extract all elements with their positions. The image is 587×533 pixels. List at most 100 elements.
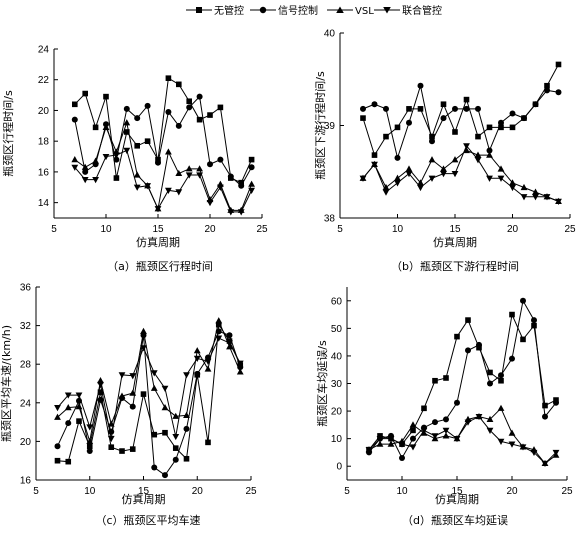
data-point-triangle-down xyxy=(520,194,528,201)
data-point-square xyxy=(465,317,471,323)
panel-caption: （a）瓶颈区行程时间 xyxy=(107,259,213,273)
data-point-square xyxy=(238,179,244,186)
data-point-circle xyxy=(432,419,438,426)
data-point-triangle-down xyxy=(382,189,390,196)
series-circle xyxy=(366,297,559,461)
data-point-circle xyxy=(82,168,89,175)
data-point-circle xyxy=(172,456,179,463)
y-tick-label: 20 xyxy=(20,437,32,448)
data-point-triangle-down xyxy=(193,355,201,363)
data-point-triangle-up xyxy=(185,165,193,172)
y-tick-label: 22 xyxy=(38,75,50,86)
data-point-square xyxy=(207,112,213,118)
data-point-triangle-down xyxy=(463,143,470,150)
data-point-triangle-up xyxy=(497,404,505,411)
data-point-circle xyxy=(134,115,141,122)
data-point-triangle-up xyxy=(387,440,395,447)
data-point-circle xyxy=(487,380,493,387)
series-line xyxy=(57,319,241,442)
legend-item-joint-control: 联合管控 xyxy=(374,4,442,17)
data-point-triangle-down xyxy=(474,157,482,164)
data-point-triangle-down xyxy=(248,187,255,194)
data-point-triangle-down xyxy=(509,184,516,192)
data-point-triangle-up xyxy=(129,389,137,396)
data-point-square xyxy=(113,175,120,181)
data-point-circle xyxy=(54,443,61,450)
data-point-triangle-down xyxy=(64,392,72,399)
data-point-triangle-up xyxy=(165,148,172,155)
data-point-circle xyxy=(186,104,193,111)
data-point-square xyxy=(487,369,493,376)
data-point-triangle-down xyxy=(519,444,527,451)
data-point-triangle-up xyxy=(532,188,539,195)
data-point-triangle-up xyxy=(486,151,493,158)
data-point-triangle-down xyxy=(183,372,190,379)
data-point-square xyxy=(531,322,537,329)
data-point-circle xyxy=(410,435,416,442)
series-triangle-down xyxy=(71,147,255,216)
data-point-triangle-up xyxy=(196,165,203,172)
data-point-circle xyxy=(465,347,471,354)
y-axis-label: 瓶颈区车均延误/s xyxy=(315,340,329,427)
y-tick-label: 16 xyxy=(20,476,32,487)
data-point-circle xyxy=(71,116,78,123)
data-point-triangle-down xyxy=(236,360,244,367)
data-point-triangle-up xyxy=(215,317,223,324)
data-point-circle xyxy=(542,413,548,420)
data-point-circle xyxy=(553,399,559,406)
data-point-triangle-up xyxy=(509,179,516,186)
x-tick-label: 20 xyxy=(204,224,216,235)
data-point-triangle-down xyxy=(161,385,169,392)
data-point-triangle-down xyxy=(92,176,99,184)
series-line xyxy=(57,330,241,476)
data-point-square xyxy=(475,133,481,140)
data-point-triangle-up xyxy=(107,420,115,427)
data-point-triangle-up xyxy=(161,404,169,411)
data-point-triangle-up xyxy=(463,146,470,154)
y-tick-label: 39 xyxy=(324,121,336,132)
data-point-triangle-down xyxy=(442,427,450,434)
panel-caption: （c）瓶颈区平均车速 xyxy=(95,513,200,527)
data-point-square xyxy=(54,457,61,464)
data-point-triangle-down xyxy=(555,198,562,205)
series-line xyxy=(362,64,559,157)
data-point-triangle-down xyxy=(226,340,233,347)
data-point-square xyxy=(360,115,366,121)
y-tick-label: 24 xyxy=(20,398,32,409)
data-point-square xyxy=(108,444,115,450)
data-point-triangle-up xyxy=(75,403,83,410)
data-point-triangle-down xyxy=(475,413,483,421)
data-point-triangle-down xyxy=(486,175,493,182)
data-point-circle xyxy=(86,448,93,455)
data-point-triangle-down xyxy=(154,206,162,213)
series-line xyxy=(368,415,557,465)
data-point-triangle-up xyxy=(508,429,516,436)
y-tick-label: 14 xyxy=(38,198,50,209)
y-tick-label: 40 xyxy=(331,351,343,362)
x-tick-label: 10 xyxy=(100,224,112,235)
data-point-triangle-down xyxy=(81,176,89,184)
data-point-triangle-down xyxy=(405,171,413,178)
data-point-circle xyxy=(440,115,447,122)
data-point-triangle-up xyxy=(394,174,401,181)
legend-label: 信号控制 xyxy=(278,4,318,17)
x-tick-label: 25 xyxy=(564,224,576,235)
data-point-square xyxy=(544,82,550,89)
panel-caption: （d）瓶颈区车均延误 xyxy=(402,513,508,527)
series-line xyxy=(74,149,253,213)
data-point-circle xyxy=(463,105,470,112)
data-point-square xyxy=(183,455,190,462)
x-tick-label: 15 xyxy=(451,486,463,497)
data-point-triangle-up xyxy=(236,368,244,375)
data-point-square xyxy=(217,104,224,111)
series-triangle-up xyxy=(365,404,560,467)
data-point-circle xyxy=(406,119,412,126)
data-point-square xyxy=(134,142,140,149)
data-point-triangle-up xyxy=(140,327,147,334)
data-point-triangle-down xyxy=(417,184,424,192)
x-axis-label: 仿真周期 xyxy=(136,235,180,249)
y-tick-label: 20 xyxy=(38,106,50,117)
data-point-triangle-down xyxy=(97,381,104,389)
data-point-square xyxy=(165,75,172,81)
data-point-triangle-down xyxy=(453,436,461,443)
